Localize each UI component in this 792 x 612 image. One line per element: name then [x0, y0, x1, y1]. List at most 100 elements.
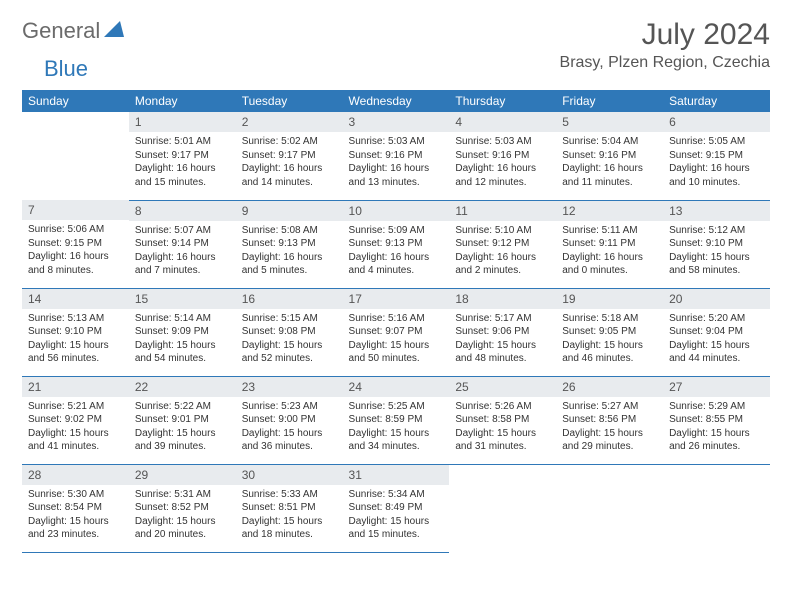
day-details: Sunrise: 5:10 AMSunset: 9:12 PMDaylight:… [449, 221, 556, 281]
calendar-cell: 6Sunrise: 5:05 AMSunset: 9:15 PMDaylight… [663, 112, 770, 200]
weekday-header: Monday [129, 90, 236, 112]
day-number: 8 [129, 201, 236, 221]
day-number: 14 [22, 289, 129, 309]
calendar-cell: .. [556, 464, 663, 552]
day-details: Sunrise: 5:02 AMSunset: 9:17 PMDaylight:… [236, 132, 343, 192]
day-number: 31 [343, 465, 450, 485]
day-details: Sunrise: 5:13 AMSunset: 9:10 PMDaylight:… [22, 309, 129, 369]
calendar-cell: 11Sunrise: 5:10 AMSunset: 9:12 PMDayligh… [449, 200, 556, 288]
weekday-header: Wednesday [343, 90, 450, 112]
day-number: 12 [556, 201, 663, 221]
day-details: Sunrise: 5:08 AMSunset: 9:13 PMDaylight:… [236, 221, 343, 281]
day-number: 29 [129, 465, 236, 485]
day-number: 5 [556, 112, 663, 132]
day-number: 18 [449, 289, 556, 309]
calendar-cell: 17Sunrise: 5:16 AMSunset: 9:07 PMDayligh… [343, 288, 450, 376]
day-details: Sunrise: 5:18 AMSunset: 9:05 PMDaylight:… [556, 309, 663, 369]
day-number: 7 [22, 200, 129, 220]
day-details: Sunrise: 5:20 AMSunset: 9:04 PMDaylight:… [663, 309, 770, 369]
calendar-cell: 19Sunrise: 5:18 AMSunset: 9:05 PMDayligh… [556, 288, 663, 376]
day-details: Sunrise: 5:17 AMSunset: 9:06 PMDaylight:… [449, 309, 556, 369]
weekday-header: Thursday [449, 90, 556, 112]
calendar-cell: 29Sunrise: 5:31 AMSunset: 8:52 PMDayligh… [129, 464, 236, 552]
day-number: 16 [236, 289, 343, 309]
calendar-row: 28Sunrise: 5:30 AMSunset: 8:54 PMDayligh… [22, 464, 770, 552]
calendar-row: 14Sunrise: 5:13 AMSunset: 9:10 PMDayligh… [22, 288, 770, 376]
calendar-cell: 14Sunrise: 5:13 AMSunset: 9:10 PMDayligh… [22, 288, 129, 376]
calendar-cell: 13Sunrise: 5:12 AMSunset: 9:10 PMDayligh… [663, 200, 770, 288]
day-details: Sunrise: 5:11 AMSunset: 9:11 PMDaylight:… [556, 221, 663, 281]
weekday-header: Saturday [663, 90, 770, 112]
day-number: 24 [343, 377, 450, 397]
calendar-cell: 4Sunrise: 5:03 AMSunset: 9:16 PMDaylight… [449, 112, 556, 200]
calendar-cell: 21Sunrise: 5:21 AMSunset: 9:02 PMDayligh… [22, 376, 129, 464]
calendar-cell: .. [22, 112, 129, 200]
day-details: Sunrise: 5:09 AMSunset: 9:13 PMDaylight:… [343, 221, 450, 281]
day-details: Sunrise: 5:23 AMSunset: 9:00 PMDaylight:… [236, 397, 343, 457]
calendar-cell: 12Sunrise: 5:11 AMSunset: 9:11 PMDayligh… [556, 200, 663, 288]
calendar-cell: 28Sunrise: 5:30 AMSunset: 8:54 PMDayligh… [22, 464, 129, 552]
calendar-cell: .. [663, 464, 770, 552]
brand-logo: General [22, 18, 126, 44]
calendar-row: 7Sunrise: 5:06 AMSunset: 9:15 PMDaylight… [22, 200, 770, 288]
calendar-cell: 27Sunrise: 5:29 AMSunset: 8:55 PMDayligh… [663, 376, 770, 464]
day-number: 25 [449, 377, 556, 397]
calendar-cell: 18Sunrise: 5:17 AMSunset: 9:06 PMDayligh… [449, 288, 556, 376]
day-number: 20 [663, 289, 770, 309]
calendar-cell: 15Sunrise: 5:14 AMSunset: 9:09 PMDayligh… [129, 288, 236, 376]
triangle-icon [104, 21, 124, 42]
weekday-header: Sunday [22, 90, 129, 112]
day-number: 1 [129, 112, 236, 132]
day-details: Sunrise: 5:27 AMSunset: 8:56 PMDaylight:… [556, 397, 663, 457]
day-details: Sunrise: 5:21 AMSunset: 9:02 PMDaylight:… [22, 397, 129, 457]
calendar-cell: 20Sunrise: 5:20 AMSunset: 9:04 PMDayligh… [663, 288, 770, 376]
month-title: July 2024 [560, 18, 770, 52]
calendar-cell: 7Sunrise: 5:06 AMSunset: 9:15 PMDaylight… [22, 200, 129, 288]
day-details: Sunrise: 5:16 AMSunset: 9:07 PMDaylight:… [343, 309, 450, 369]
day-details: Sunrise: 5:30 AMSunset: 8:54 PMDaylight:… [22, 485, 129, 545]
day-details: Sunrise: 5:22 AMSunset: 9:01 PMDaylight:… [129, 397, 236, 457]
day-number: 21 [22, 377, 129, 397]
day-number: 15 [129, 289, 236, 309]
day-details: Sunrise: 5:14 AMSunset: 9:09 PMDaylight:… [129, 309, 236, 369]
weekday-header: Tuesday [236, 90, 343, 112]
calendar-cell: .. [449, 464, 556, 552]
weekday-header: Friday [556, 90, 663, 112]
day-details: Sunrise: 5:15 AMSunset: 9:08 PMDaylight:… [236, 309, 343, 369]
day-number: 3 [343, 112, 450, 132]
day-number: 13 [663, 201, 770, 221]
calendar-cell: 31Sunrise: 5:34 AMSunset: 8:49 PMDayligh… [343, 464, 450, 552]
day-details: Sunrise: 5:25 AMSunset: 8:59 PMDaylight:… [343, 397, 450, 457]
day-number: 6 [663, 112, 770, 132]
day-details: Sunrise: 5:29 AMSunset: 8:55 PMDaylight:… [663, 397, 770, 457]
day-number: 26 [556, 377, 663, 397]
day-details: Sunrise: 5:34 AMSunset: 8:49 PMDaylight:… [343, 485, 450, 545]
day-number: 11 [449, 201, 556, 221]
day-details: Sunrise: 5:03 AMSunset: 9:16 PMDaylight:… [449, 132, 556, 192]
calendar-cell: 8Sunrise: 5:07 AMSunset: 9:14 PMDaylight… [129, 200, 236, 288]
calendar-cell: 9Sunrise: 5:08 AMSunset: 9:13 PMDaylight… [236, 200, 343, 288]
calendar-cell: 25Sunrise: 5:26 AMSunset: 8:58 PMDayligh… [449, 376, 556, 464]
day-number: 19 [556, 289, 663, 309]
day-number: 9 [236, 201, 343, 221]
day-details: Sunrise: 5:33 AMSunset: 8:51 PMDaylight:… [236, 485, 343, 545]
brand-text-blue: Blue [44, 56, 88, 81]
calendar-cell: 22Sunrise: 5:22 AMSunset: 9:01 PMDayligh… [129, 376, 236, 464]
calendar-row: ..1Sunrise: 5:01 AMSunset: 9:17 PMDaylig… [22, 112, 770, 200]
calendar-cell: 3Sunrise: 5:03 AMSunset: 9:16 PMDaylight… [343, 112, 450, 200]
title-block: July 2024 Brasy, Plzen Region, Czechia [560, 18, 770, 72]
day-number: 30 [236, 465, 343, 485]
day-details: Sunrise: 5:04 AMSunset: 9:16 PMDaylight:… [556, 132, 663, 192]
day-details: Sunrise: 5:01 AMSunset: 9:17 PMDaylight:… [129, 132, 236, 192]
brand-text-general: General [22, 18, 100, 44]
day-number: 4 [449, 112, 556, 132]
calendar-row: 21Sunrise: 5:21 AMSunset: 9:02 PMDayligh… [22, 376, 770, 464]
calendar-cell: 16Sunrise: 5:15 AMSunset: 9:08 PMDayligh… [236, 288, 343, 376]
calendar-cell: 1Sunrise: 5:01 AMSunset: 9:17 PMDaylight… [129, 112, 236, 200]
day-number: 23 [236, 377, 343, 397]
day-number: 2 [236, 112, 343, 132]
calendar-cell: 30Sunrise: 5:33 AMSunset: 8:51 PMDayligh… [236, 464, 343, 552]
day-details: Sunrise: 5:12 AMSunset: 9:10 PMDaylight:… [663, 221, 770, 281]
calendar-cell: 26Sunrise: 5:27 AMSunset: 8:56 PMDayligh… [556, 376, 663, 464]
day-number: 28 [22, 465, 129, 485]
